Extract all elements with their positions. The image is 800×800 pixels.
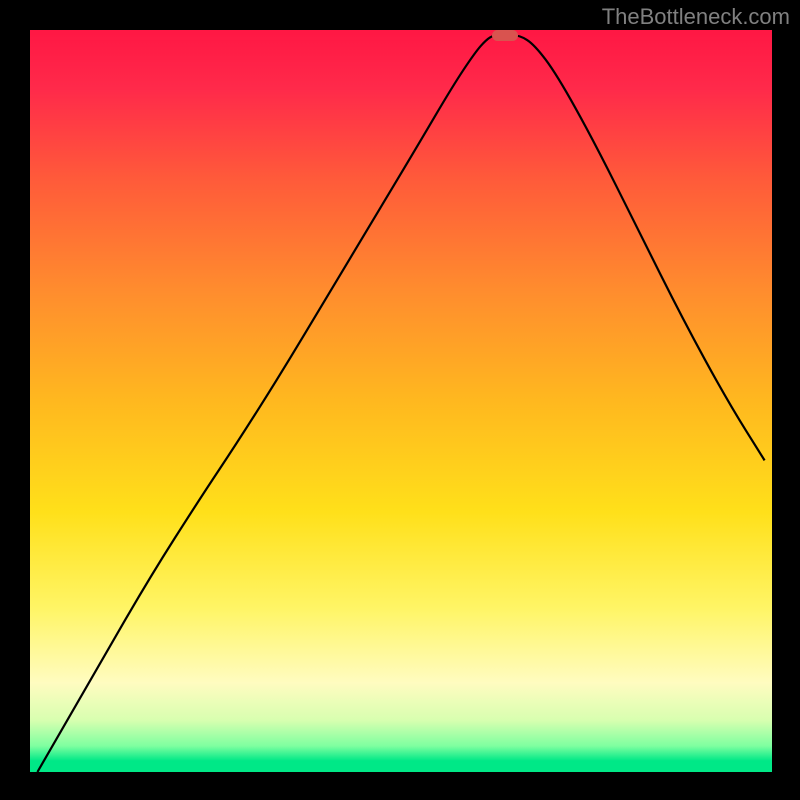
optimal-marker — [492, 30, 518, 41]
watermark-text: TheBottleneck.com — [602, 4, 790, 30]
bottleneck-chart — [30, 30, 772, 772]
bottleneck-curve — [30, 30, 772, 772]
